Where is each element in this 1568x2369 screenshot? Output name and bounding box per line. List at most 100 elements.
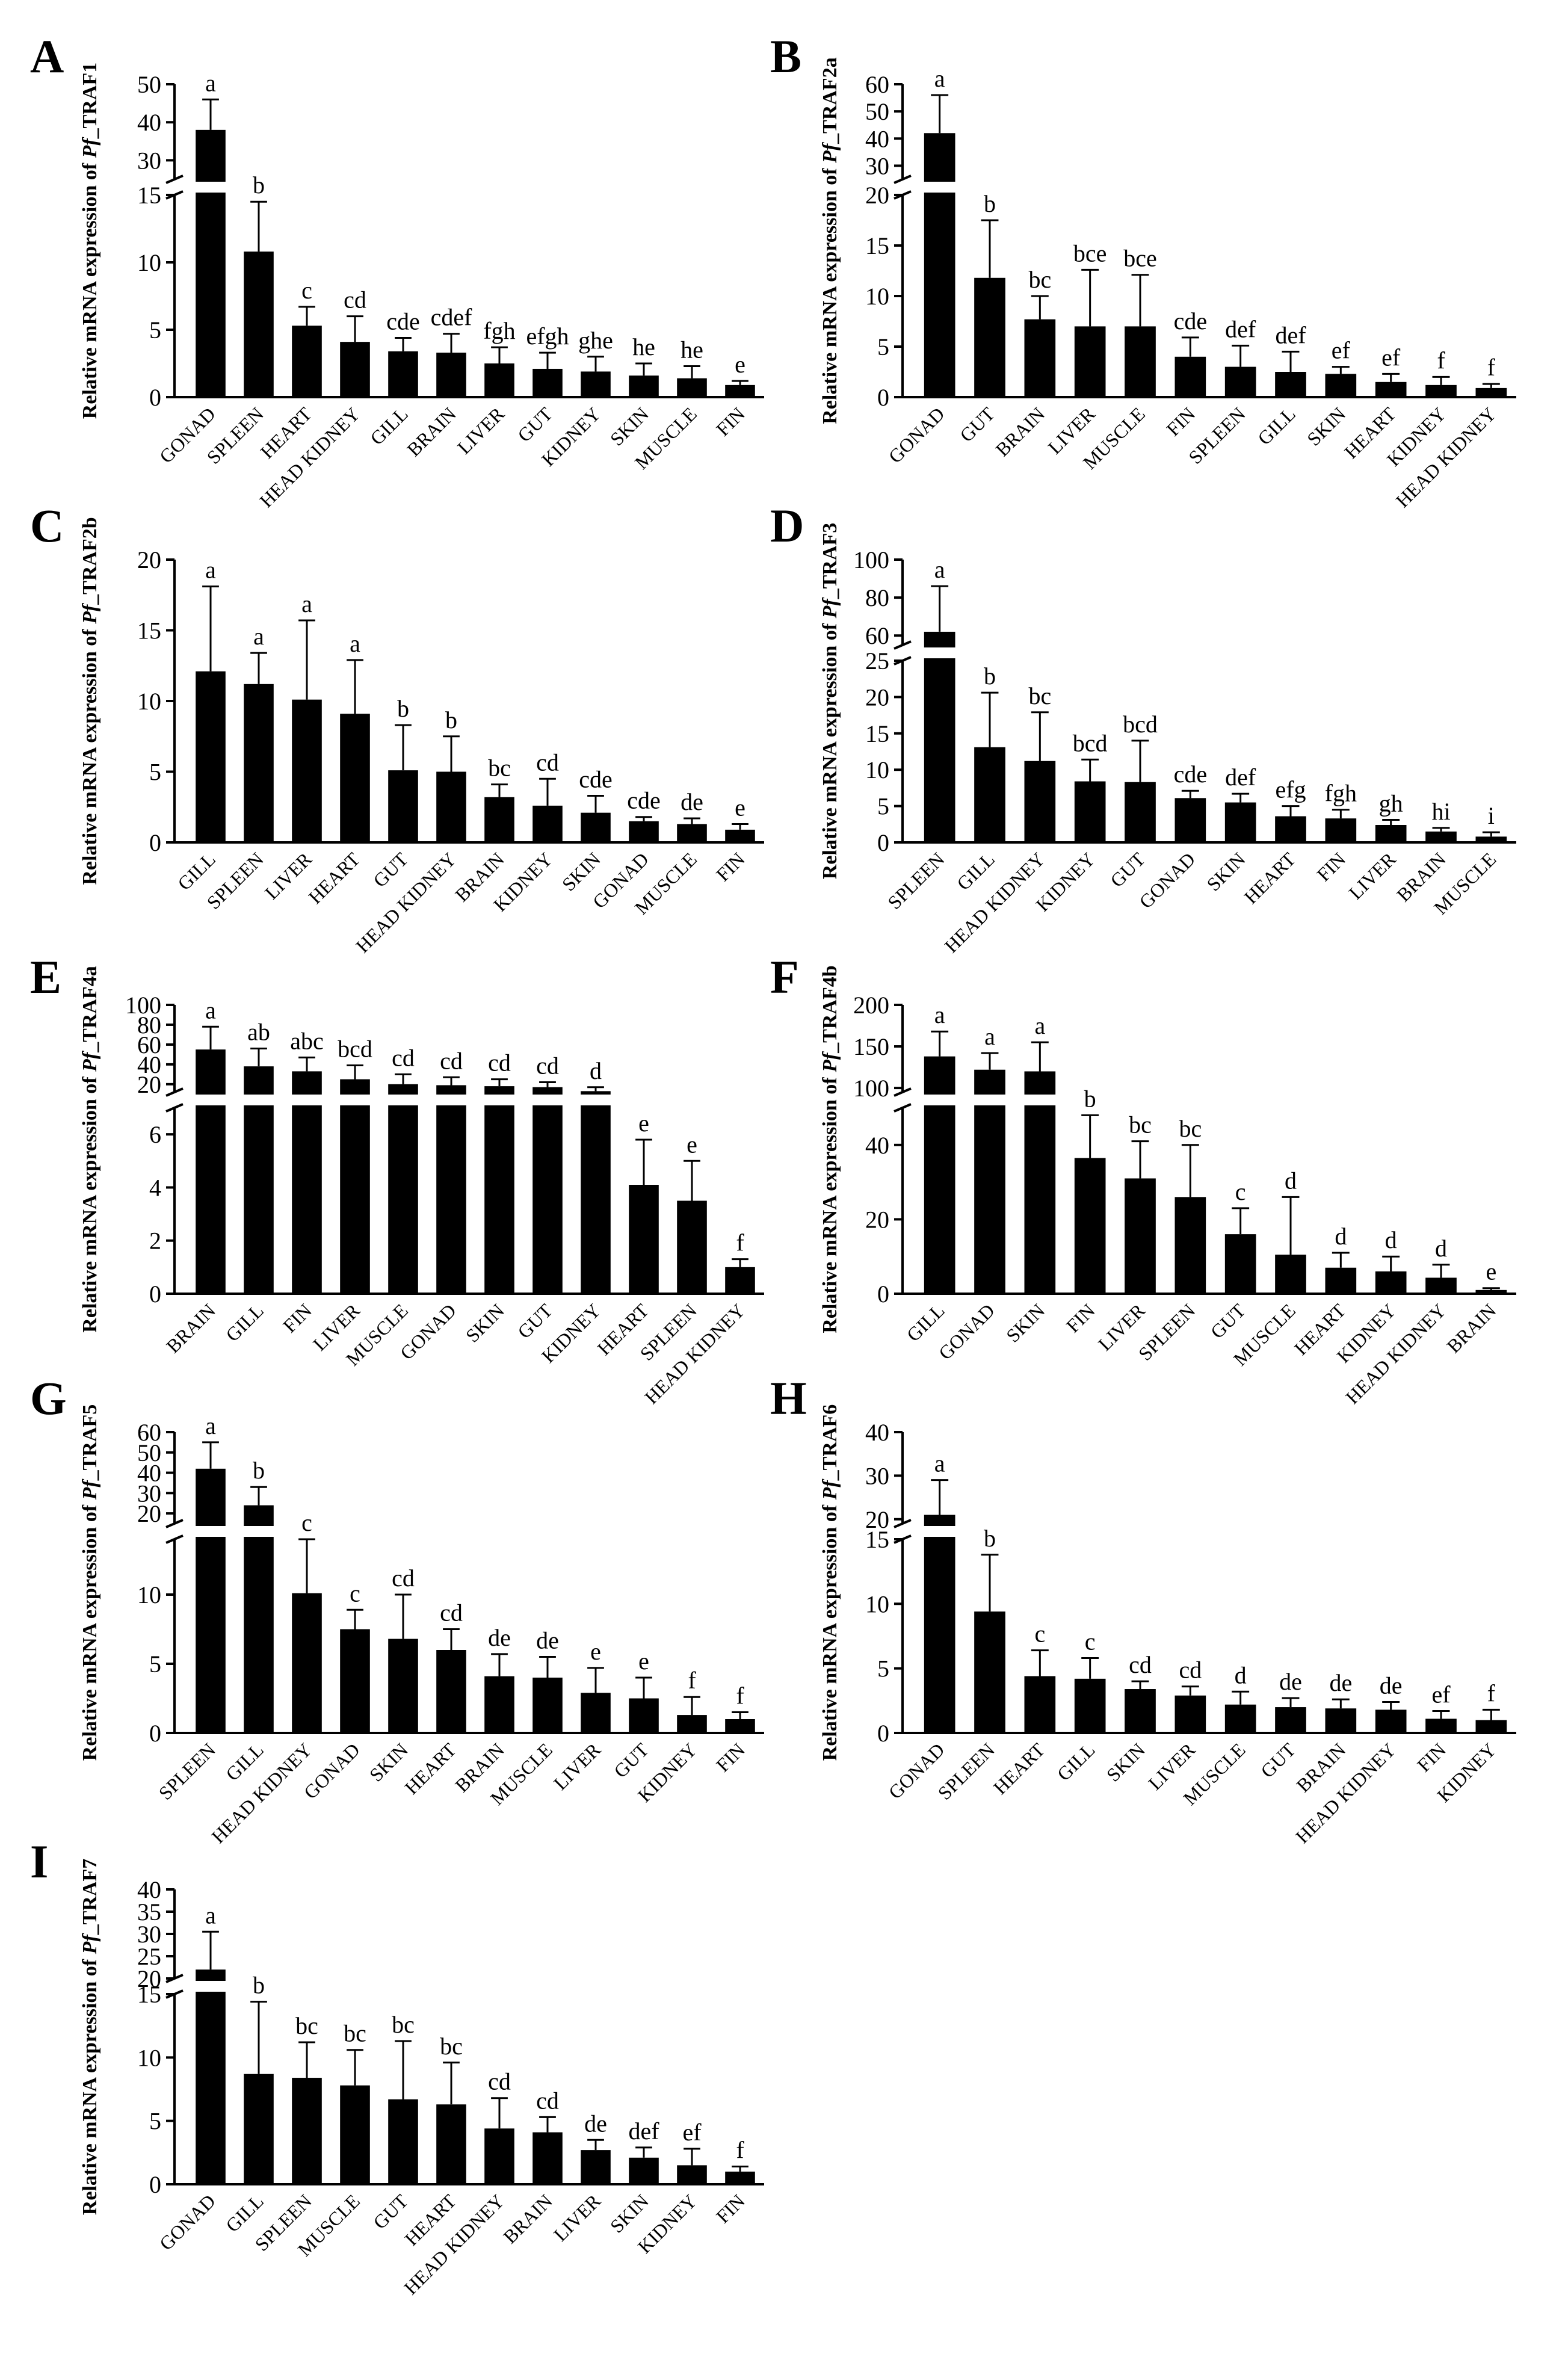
bar-c-2 [292, 699, 322, 842]
y-axis-label-gene-g: _TRAF5 [79, 1404, 101, 1481]
y-tick-label-e-6: 60 [137, 1031, 161, 1058]
sig-letter-f-4: bc [1129, 1111, 1152, 1138]
x-tick-label-b-8: SKIN [1303, 403, 1350, 449]
y-tick-label-a-3: 15 [137, 182, 161, 209]
x-tick-label-b-0: GONAD [884, 403, 948, 467]
bar-g-0 [196, 1468, 226, 1733]
bar-g-11 [725, 1719, 755, 1733]
bar-d-9 [1375, 825, 1407, 842]
bar-b-5 [1174, 356, 1206, 397]
sig-letter-g-2: c [301, 1509, 312, 1536]
bar-f-6 [1224, 1234, 1256, 1294]
x-tick-label-h-1: SPLEEN [934, 1738, 999, 1803]
bar-f-1 [974, 1069, 1005, 1294]
y-axis-label-g: Relative mRNA expression of Pf_TRAF5 [79, 1404, 101, 1761]
x-tick-label-h-7: GUT [1256, 1738, 1300, 1782]
sig-letter-f-8: d [1335, 1223, 1347, 1250]
bar-f-2 [1024, 1071, 1056, 1294]
sig-letter-h-10: ef [1431, 1681, 1451, 1708]
bar-g-4 [388, 1639, 418, 1733]
y-axis-label-prefix-e: Relative mRNA expression of [79, 1072, 101, 1333]
bar-h-0 [924, 1515, 955, 1733]
y-tick-label-e-5: 40 [137, 1051, 161, 1078]
sig-letter-i-0: a [205, 1901, 216, 1929]
sig-letter-c-0: a [205, 557, 216, 584]
x-tick-label-g-5: HEART [400, 1738, 460, 1799]
sig-letter-g-6: de [488, 1624, 511, 1651]
panel-c: C 0 5 10 15 20 Relative mRNA expression of Pf_… [30, 499, 764, 957]
bar-e-0 [196, 1049, 226, 1294]
x-tick-label-a-11: FIN [712, 403, 749, 440]
sig-letter-c-3: a [350, 630, 360, 657]
y-tick-label-i-6: 30 [137, 1921, 161, 1948]
y-axis-label-gene-f: _TRAF4b [819, 965, 841, 1053]
sig-letter-h-3: c [1085, 1628, 1096, 1655]
y-tick-label-g-1: 5 [149, 1651, 161, 1678]
y-axis-label-gene-h: _TRAF6 [819, 1404, 841, 1481]
bar-d-6 [1224, 802, 1256, 842]
x-tick-label-d-7: HEART [1239, 848, 1300, 908]
y-tick-label-i-4: 20 [137, 1965, 161, 1992]
axis-break-mark-upper-a [165, 175, 184, 184]
bar-break-gap-e-8 [579, 1095, 612, 1105]
bar-i-2 [292, 2078, 322, 2184]
sig-letter-g-7: de [536, 1627, 559, 1654]
y-axis-label-gene-b: _TRAF2a [819, 57, 841, 144]
sig-letter-h-2: c [1034, 1620, 1045, 1648]
bar-g-8 [581, 1693, 611, 1733]
x-tick-label-i-8: LIVER [549, 2190, 605, 2246]
sig-letter-a-6: fgh [483, 317, 515, 344]
bar-c-6 [484, 797, 514, 842]
bar-break-gap-e-5 [435, 1095, 468, 1105]
bar-d-3 [1074, 781, 1106, 842]
axis-break-mark-upper-b [894, 175, 912, 184]
sig-letter-e-5: cd [440, 1047, 463, 1074]
bar-i-11 [725, 2171, 755, 2184]
bar-break-gap-f-1 [973, 1095, 1007, 1105]
sig-letter-h-7: de [1279, 1668, 1302, 1695]
sig-letter-b-8: ef [1332, 337, 1351, 364]
sig-letter-b-3: bce [1073, 239, 1107, 267]
sig-letter-e-1: ab [247, 1019, 270, 1046]
y-tick-label-h-2: 10 [865, 1590, 889, 1617]
bar-c-1 [244, 684, 274, 842]
bar-f-8 [1325, 1267, 1357, 1294]
x-tick-label-i-0: GONAD [155, 2190, 220, 2254]
axis-break-mark-upper-h [894, 1519, 912, 1528]
bar-c-8 [581, 812, 611, 842]
bar-h-9 [1375, 1710, 1407, 1733]
bar-i-5 [436, 2104, 466, 2184]
x-tick-label-d-8: FIN [1312, 848, 1350, 885]
sig-letter-e-10: e [687, 1131, 697, 1158]
y-tick-label-h-4: 20 [865, 1506, 889, 1533]
bar-h-3 [1074, 1678, 1106, 1733]
y-axis-label-species-a: Pf [79, 137, 101, 159]
bar-break-gap-e-7 [531, 1095, 564, 1105]
bar-e-7 [532, 1087, 563, 1294]
sig-letter-a-8: ghe [578, 327, 613, 354]
bar-a-6 [484, 363, 514, 397]
bar-a-2 [292, 326, 322, 397]
panel-a: A 0 5 10 15 30 40 50 Relative mRNA expression of… [30, 30, 764, 511]
panel-letter-b: B [770, 30, 801, 82]
y-tick-label-g-0: 0 [149, 1720, 161, 1747]
sig-letter-d-5: cde [1174, 761, 1208, 788]
y-tick-label-d-2: 10 [865, 756, 889, 783]
x-tick-label-g-9: GUT [610, 1738, 653, 1782]
bar-i-6 [484, 2128, 514, 2184]
x-tick-label-f-1: GONAD [934, 1299, 999, 1364]
bar-h-8 [1325, 1708, 1357, 1733]
sig-letter-f-10: d [1435, 1235, 1447, 1262]
y-tick-label-a-6: 50 [137, 71, 161, 98]
bar-e-10 [677, 1200, 707, 1294]
bar-c-3 [340, 714, 370, 842]
y-tick-label-d-1: 5 [877, 793, 889, 820]
y-axis-label-prefix-c: Relative mRNA expression of [79, 624, 101, 885]
y-axis-label-b: Relative mRNA expression of Pf_TRAF2a [819, 57, 841, 424]
bar-d-7 [1275, 816, 1306, 842]
sig-letter-d-11: i [1488, 802, 1495, 829]
bar-e-2 [292, 1071, 322, 1294]
sig-letter-c-5: b [445, 706, 457, 734]
x-tick-label-e-2: FIN [279, 1299, 316, 1336]
